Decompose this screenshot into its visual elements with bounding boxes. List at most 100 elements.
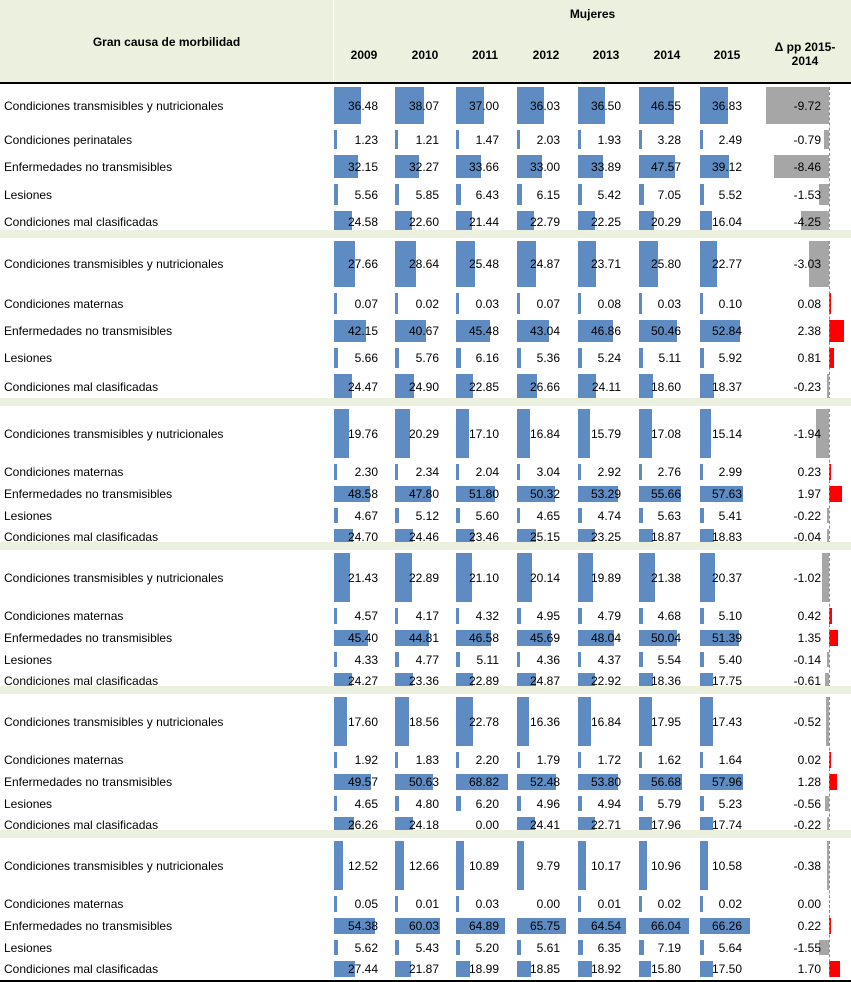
data-value: 2.76 [657,465,681,479]
data-bar [456,774,508,790]
block-separator [0,830,851,838]
delta-bar-negative [819,184,829,205]
data-value: 0.07 [354,296,378,311]
data-bar [456,211,473,232]
data-bar [456,630,491,646]
data-value: 0.03 [657,296,681,311]
data-value: 64.54 [590,919,621,933]
data-value: 1.83 [415,753,439,767]
data-bar [639,652,644,667]
data-bar [395,961,412,977]
data-bar [334,918,375,934]
data-bar [456,320,491,342]
delta-bar-positive [829,961,841,977]
row-label: Lesiones [4,187,53,202]
data-value: 4.77 [415,652,439,667]
row-label: Condiciones mal clasificadas [4,529,159,544]
data-value: 5.54 [657,652,681,667]
data-bar [700,374,714,400]
data-value: 40.67 [408,324,439,338]
data-value: 24.11 [591,380,621,394]
data-bar [334,961,355,977]
data-value: 2.30 [354,465,378,479]
data-bar [456,130,459,149]
data-value: 5.79 [657,796,681,811]
data-bar [700,697,714,746]
data-value: 19.76 [347,426,378,441]
data-value: 2.04 [475,465,499,479]
data-bar [517,241,536,287]
data-bar [517,940,522,955]
data-value: 2.34 [415,465,439,479]
data-bar [517,409,530,458]
delta-bar-negative [827,652,829,667]
data-bar [334,348,339,368]
data-bar [395,409,411,458]
data-bar [334,652,338,667]
delta-bar-negative [825,697,829,746]
data-bar [700,796,704,811]
data-value: 0.02 [415,296,439,311]
data-value: 45.48 [468,324,499,338]
data-bar [517,374,537,400]
data-value: 5.64 [718,940,742,955]
data-value: 5.41 [718,508,742,523]
data-value: 22.89 [408,570,439,585]
data-bar [639,673,653,688]
data-value: 20.14 [529,570,560,585]
data-bar [517,841,525,890]
data-bar [334,464,337,480]
data-bar [517,155,542,178]
data-bar [456,697,474,746]
data-bar [639,486,681,502]
data-value: 5.36 [536,351,560,365]
data-value: 1.79 [536,753,560,767]
data-bar [395,320,426,342]
data-value: 64.89 [468,919,499,933]
data-value: 22.60 [408,214,439,229]
data-bar [517,486,555,502]
data-bar [517,211,535,232]
data-value: 55.66 [650,487,681,501]
data-bar [639,774,682,790]
data-value: 50.32 [529,487,560,501]
data-value: 2.03 [536,132,560,147]
data-bar [334,673,353,688]
data-bar [700,774,744,790]
data-value: 1.47 [475,132,499,147]
data-value: 6.35 [597,940,621,955]
data-value: 17.50 [711,962,742,976]
data-value: 4.74 [597,508,621,523]
data-bar [334,553,351,602]
data-value: 18.83 [711,529,742,544]
row-label: Condiciones transmisibles y nutricionale… [4,858,224,873]
delta-bar-negative [816,409,829,458]
data-value: 27.44 [347,962,378,976]
data-bar [334,130,337,149]
data-bar [578,241,596,287]
data-bar [639,293,642,314]
delta-bar-negative [827,374,829,400]
data-value: 17.10 [468,426,499,441]
data-value: 54.38 [347,919,378,933]
data-bar [700,486,744,502]
delta-bar-negative [801,211,829,232]
data-bar [334,529,353,544]
data-value: 25.80 [650,257,681,271]
data-bar [578,374,597,400]
data-bar [578,630,615,646]
data-bar [334,752,337,768]
delta-value: -0.23 [793,380,821,394]
data-bar [700,652,705,667]
data-bar [395,752,398,768]
data-bar [578,464,581,480]
data-bar [456,961,471,977]
data-value: 46.86 [590,324,621,338]
data-value: 53.29 [590,487,621,501]
data-value: 18.37 [711,380,742,394]
data-value: 10.17 [590,858,621,873]
data-bar [517,130,520,149]
data-value: 5.76 [415,351,439,365]
data-value: 17.75 [711,673,742,688]
table-header [0,0,851,82]
